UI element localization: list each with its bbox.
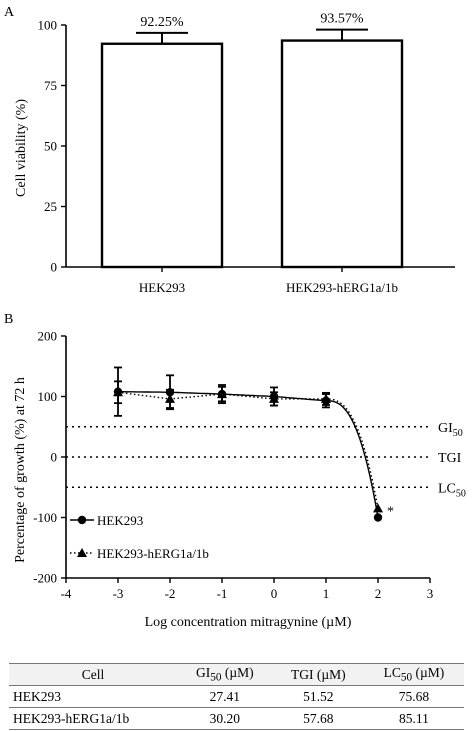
table-cell: HEK293	[13, 688, 61, 704]
panel-b-x-tick-label: -1	[217, 586, 228, 601]
panel-a-letter: A	[4, 5, 15, 20]
panel-b-point-hek293-herg	[217, 389, 227, 399]
table-row: HEK293 27.41 51.52 75.68	[9, 686, 464, 708]
panel-a-data-label: 93.57%	[320, 12, 364, 27]
panel-b-y-tick-label: 0	[51, 450, 58, 465]
table-header-cell: Cell	[81, 666, 105, 682]
panel-b-x-tick-label: -3	[113, 586, 124, 601]
table-cell: 85.11	[399, 710, 429, 726]
panel-a-y-tick-label: 75	[44, 78, 57, 93]
panel-a-x-tick-label: HEK293-hERG1a/1b	[286, 280, 398, 295]
panel-b-reference-label: TGI	[438, 451, 462, 466]
panel-b-y-tick-label: -200	[33, 571, 57, 586]
panel-b-reference-label: GI50	[438, 421, 463, 439]
panel-a-y-tick-label: 0	[51, 260, 58, 275]
panel-b-reference-label: LC50	[438, 481, 466, 499]
table-cell: HEK293-hERG1a/1b	[13, 710, 130, 726]
panel-b-letter: B	[4, 312, 13, 327]
panel-a-y-tick-label: 50	[44, 139, 57, 154]
panel-a-data-label: 92.25%	[140, 15, 184, 30]
panel-b-x-axis-label: Log concentration mitragynine (µM)	[145, 615, 352, 630]
panel-b-x-tick-label: -4	[61, 586, 72, 601]
panel-b-point-hek293-herg	[113, 387, 123, 397]
panel-a-bar-chart: 0 25 50 75 100 92.25% HEK293 93.57% HEK293-hERG1…	[38, 12, 455, 295]
panel-b-dose-response-chart: -200 -100 0 100 200 -4 -3 -2 -1 0 1 2 3 GI50 TGI LC50 * H…	[33, 329, 466, 602]
panel-b-point-hek293-herg	[165, 393, 175, 403]
panel-b-y-tick-label: 100	[38, 389, 58, 404]
panel-a-y-tick-label: 100	[38, 18, 58, 33]
table-cell: 51.52	[303, 688, 334, 704]
panel-b-x-tick-label: 1	[323, 586, 330, 601]
table-cell: 57.68	[303, 710, 334, 726]
panel-b-fit-curve	[117, 391, 379, 509]
panel-b-annotation: *	[387, 504, 394, 519]
panel-a-y-tick-label: 25	[44, 199, 57, 214]
panel-b-point-hek293-herg	[269, 393, 279, 403]
legend-label-hek293-herg: HEK293-hERG1a/1b	[97, 546, 209, 561]
panel-b-fit-curve	[118, 391, 379, 518]
panel-a-y-axis-label: Cell viability (%)	[14, 99, 29, 197]
table-cell: 30.20	[209, 710, 241, 726]
table-header-lc50: LC50 (µM)	[383, 665, 445, 684]
panel-a-x-tick-label: HEK293	[139, 280, 185, 295]
panel-b-y-tick-label: 200	[38, 329, 58, 344]
panel-b-y-axis-label: Percentage of growth (%) at 72 h	[13, 377, 28, 563]
panel-b-point-hek293-herg	[373, 503, 383, 513]
panel-a-bar	[100, 42, 224, 269]
panel-b-point-hek293	[373, 513, 383, 522]
panel-b-y-tick-label: -100	[33, 510, 57, 525]
legend-marker-hek293-herg	[77, 548, 87, 557]
table-header-gi50: GI50 (µM)	[196, 665, 254, 684]
panel-a-bar	[280, 39, 404, 269]
panel-b-x-tick-label: 2	[375, 586, 382, 601]
table-row: HEK293-hERG1a/1b 30.20 57.68 85.11	[9, 708, 464, 730]
panel-b-x-tick-label: 0	[271, 586, 278, 601]
table-header-row: Cell GI50 (µM) TGI (µM) LC50 (µM)	[9, 663, 464, 686]
legend-marker-hek293	[77, 515, 87, 525]
legend-label-hek293: HEK293	[97, 513, 143, 528]
panel-b-x-tick-label: -2	[165, 586, 176, 601]
table-cell: 75.68	[398, 688, 430, 704]
table-header-cell: TGI (µM)	[290, 666, 346, 682]
panel-b-x-tick-label: 3	[427, 586, 434, 601]
table-cell: 27.41	[209, 688, 241, 704]
summary-table: Cell GI50 (µM) TGI (µM) LC50 (µM) HEK293…	[9, 663, 464, 730]
panel-b-point-hek293-herg	[321, 393, 331, 403]
